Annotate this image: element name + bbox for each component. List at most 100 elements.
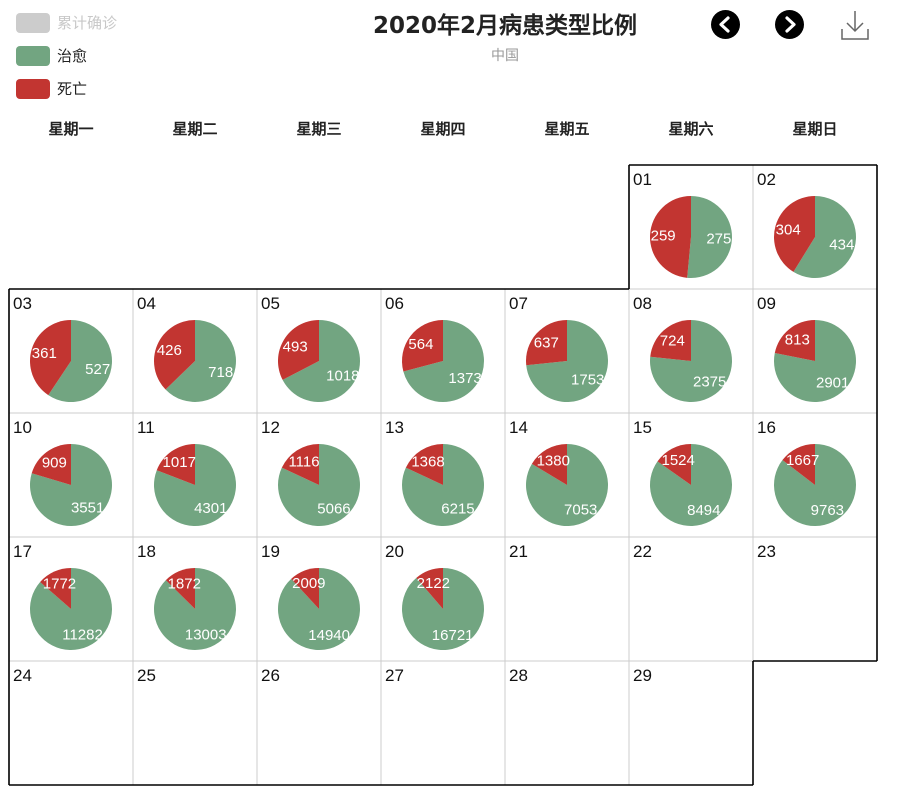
- day-cell-28: 28: [504, 660, 630, 786]
- pie-slice-cured[interactable]: [403, 320, 484, 402]
- legend-label-death: 死亡: [57, 80, 88, 98]
- legend-label-confirmed: 累计确诊: [57, 14, 118, 32]
- pie-label-death: 1872: [168, 575, 201, 592]
- pie-slice-death[interactable]: [165, 568, 195, 609]
- day-cell-bg: [752, 536, 878, 662]
- day-cell-08: 08 2375 724: [628, 288, 754, 414]
- pie-label-cured: 4301: [194, 500, 227, 517]
- pie-label-death: 304: [776, 221, 801, 238]
- pie-label-cured: 434: [829, 237, 854, 254]
- day-label: 07: [509, 294, 528, 313]
- legend-swatch-cured: [16, 45, 50, 66]
- pie-slice-cured[interactable]: [773, 444, 856, 526]
- pie-slice-cured[interactable]: [526, 444, 609, 526]
- pie-label-cured: 1018: [326, 367, 359, 384]
- pie-slice-cured[interactable]: [277, 568, 360, 651]
- pie-slice-death[interactable]: [156, 444, 195, 485]
- pie-slice-cured[interactable]: [29, 444, 112, 526]
- day-cell-03: 03 527 361: [8, 288, 134, 414]
- pie-slice-death[interactable]: [773, 195, 815, 272]
- day-cell-01: 01 275 259: [628, 164, 754, 290]
- pie-slice-cured[interactable]: [401, 568, 484, 650]
- pie-label-death: 909: [42, 455, 67, 472]
- pie-slice-death[interactable]: [782, 444, 815, 485]
- pie-slice-death[interactable]: [531, 444, 567, 485]
- day-cell-13: 13 6215 1368: [380, 412, 506, 538]
- pie-slice-death[interactable]: [650, 320, 691, 361]
- day-cell-10: 10 3551 909: [8, 412, 134, 538]
- next-month-button[interactable]: [775, 10, 804, 39]
- month-border: [8, 164, 878, 786]
- pie-label-cured: 8494: [687, 502, 720, 519]
- day-label: 28: [509, 666, 528, 685]
- pie-slice-cured[interactable]: [402, 444, 485, 526]
- pie-slice-cured[interactable]: [650, 444, 733, 526]
- day-label: 13: [385, 418, 404, 437]
- pie-slice-cured[interactable]: [153, 568, 236, 650]
- pie-slice-death[interactable]: [401, 320, 443, 372]
- pie-slice-death[interactable]: [657, 444, 691, 485]
- day-cell-20: 20 16721 2122: [380, 536, 506, 662]
- pie-slice-cured[interactable]: [793, 196, 856, 278]
- day-label: 22: [633, 542, 652, 561]
- pie-label-death: 259: [651, 228, 676, 245]
- pie-slice-death[interactable]: [774, 320, 815, 361]
- pie-label-death: 1380: [537, 453, 570, 470]
- pie-label-cured: 13003: [185, 627, 227, 644]
- pie-label-cured: 3551: [71, 499, 104, 516]
- pie-label-cured: 527: [85, 361, 110, 378]
- day-cell-27: 27: [380, 660, 506, 786]
- day-cell-09: 09 2901 813: [752, 288, 878, 414]
- pie-slice-cured[interactable]: [526, 320, 608, 402]
- pie-slice-death[interactable]: [281, 443, 319, 485]
- day-cell-26: 26: [256, 660, 382, 786]
- day-cell-18: 18 13003 1872: [132, 536, 258, 662]
- pie-slice-death[interactable]: [31, 444, 71, 485]
- day-label: 29: [633, 666, 652, 685]
- pie-slice-death[interactable]: [277, 320, 319, 380]
- pie-slice-cured[interactable]: [165, 320, 236, 402]
- pie-slice-death[interactable]: [40, 568, 71, 609]
- day-label: 12: [261, 418, 280, 437]
- day-cell-17: 17 11282 1772: [8, 536, 134, 662]
- pie-slice-cured[interactable]: [650, 320, 733, 402]
- prev-month-button[interactable]: [711, 10, 740, 39]
- pie-slice-cured[interactable]: [277, 444, 360, 526]
- legend-item-cured[interactable]: 治愈: [16, 39, 117, 72]
- pie-slice-death[interactable]: [153, 320, 195, 390]
- download-button[interactable]: [840, 9, 870, 41]
- day-cell-05: 05 1018 493: [256, 288, 382, 414]
- day-label: 09: [757, 294, 776, 313]
- legend-item-death[interactable]: 死亡: [16, 72, 117, 105]
- pie-label-cured: 275: [706, 230, 731, 247]
- pie-label-cured: 5066: [317, 501, 350, 518]
- pie-slice-cured[interactable]: [153, 444, 236, 526]
- pie-label-death: 361: [32, 345, 57, 362]
- day-label: 15: [633, 418, 652, 437]
- pie-label-cured: 11282: [62, 626, 103, 643]
- pie-slice-death[interactable]: [525, 320, 567, 366]
- pie-slice-cured[interactable]: [30, 568, 113, 650]
- pie-slice-cured[interactable]: [282, 320, 360, 402]
- pie-slice-cured[interactable]: [48, 320, 112, 402]
- pie-slice-death[interactable]: [416, 568, 443, 609]
- pie-label-cured: 2375: [693, 374, 726, 391]
- day-cell-11: 11 4301 1017: [132, 412, 258, 538]
- day-label: 16: [757, 418, 776, 437]
- pie-slice-death[interactable]: [649, 196, 691, 278]
- pie-slice-death[interactable]: [405, 444, 443, 485]
- pie-slice-cured[interactable]: [773, 320, 856, 403]
- chevron-left-icon: [719, 16, 730, 33]
- day-label: 01: [633, 170, 652, 189]
- day-cell-25: 25: [132, 660, 258, 786]
- pie-slice-death[interactable]: [29, 320, 72, 396]
- legend-item-confirmed[interactable]: 累计确诊: [16, 6, 117, 39]
- day-label: 23: [757, 542, 776, 561]
- day-label: 03: [13, 294, 32, 313]
- weekday-thu: 星期四: [420, 120, 466, 138]
- day-label: 11: [137, 418, 155, 437]
- pie-slice-death[interactable]: [291, 568, 319, 609]
- pie-slice-cured[interactable]: [687, 196, 732, 278]
- weekday-tue: 星期二: [172, 120, 218, 138]
- legend-swatch-death: [16, 78, 50, 99]
